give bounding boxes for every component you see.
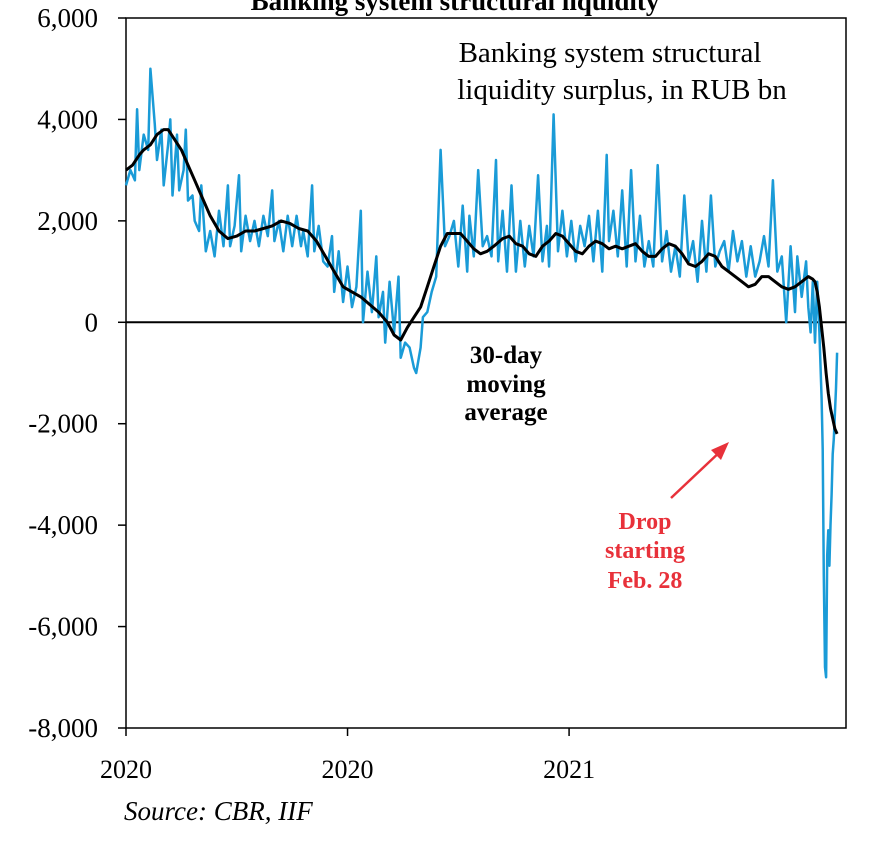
plot-area-border <box>125 17 847 729</box>
drop-annotation-line-2: starting <box>605 538 685 564</box>
x-tick-label: 2020 <box>322 755 374 784</box>
moving-average-annotation: 30-day moving average <box>464 342 547 426</box>
series-group <box>124 67 839 679</box>
x-tick-label: 2020 <box>100 755 152 784</box>
drop-arrowhead-icon <box>711 442 729 460</box>
drop-annotation-line-3: Feb. 28 <box>608 568 683 594</box>
x-axis-ticks: 2020 2020 2021 <box>100 728 595 784</box>
source-note: Source: CBR, IIF <box>124 796 313 826</box>
source-text: Source: CBR, IIF <box>124 796 313 826</box>
drop-arrow-icon <box>670 447 725 499</box>
title-fragment: Banking system structural liquidity <box>251 0 660 16</box>
y-tick-label: -8,000 <box>28 713 98 743</box>
ma-annotation-line-1: 30-day <box>470 342 543 369</box>
y-tick-label: 4,000 <box>37 104 98 134</box>
y-axis-ticks: 6,000 4,000 2,000 0 -2,000 -4,000 -6,000 -8,000 <box>28 3 126 743</box>
x-tick-label: 2021 <box>543 755 595 784</box>
series-line-daily-liquidity <box>124 67 839 679</box>
drop-annotation-line-1: Drop <box>619 509 672 535</box>
series-title-line-1: Banking system structural <box>459 37 762 69</box>
ma-annotation-line-3: average <box>464 399 547 426</box>
y-tick-label: -6,000 <box>28 612 98 642</box>
y-tick-label: -4,000 <box>28 510 98 540</box>
drop-annotation: Drop starting Feb. 28 <box>605 442 729 594</box>
ma-annotation-line-2: moving <box>466 371 546 398</box>
series-title-line-2: liquidity surplus, in RUB bn <box>457 74 787 106</box>
chart-title-fragment: Banking system structural liquidity <box>251 0 660 16</box>
y-tick-label: 0 <box>85 307 99 337</box>
plot-frame <box>125 17 847 729</box>
series-line-moving-average <box>125 128 839 435</box>
series-title: Banking system structural liquidity surp… <box>457 37 787 106</box>
y-tick-label: -2,000 <box>28 409 98 439</box>
y-tick-label: 2,000 <box>37 206 98 236</box>
y-tick-label: 6,000 <box>37 3 98 33</box>
